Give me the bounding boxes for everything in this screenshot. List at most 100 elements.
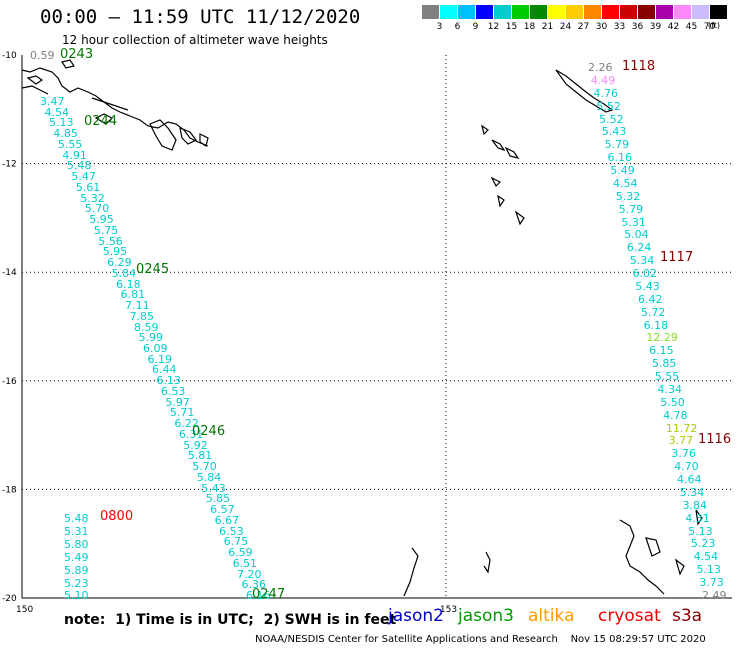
swh-value-right-track: 11.72 (665, 421, 698, 435)
axis-ticks: 150153156159162165-10-12-14-16-18-20 (2, 51, 457, 615)
lon-tick-label: 153 (440, 605, 457, 615)
swh-value-left-track: 6.44 (151, 363, 177, 377)
swh-value-right-track: 5.72 (640, 305, 666, 319)
swh-value-left-track: 3.47 (40, 95, 65, 108)
swh-value-left-track: 6.18 (116, 277, 141, 291)
pass-time-label: 1116 (698, 432, 732, 447)
swh-value-right-track: 5.13 (696, 563, 721, 577)
swh-value-right-track: 4.49 (590, 73, 616, 87)
scale-swatch (692, 5, 709, 19)
legend-s3a: s3a (672, 606, 703, 626)
map-subtitle: 12 hour collection of altimeter wave hei… (62, 33, 328, 47)
swh-value-left-track: 6.19 (147, 352, 172, 366)
scale-label: 70 (703, 22, 716, 32)
scale-swatch (638, 5, 655, 19)
swh-value-right-track: 4.54 (613, 176, 638, 190)
scale-swatch (656, 5, 673, 19)
swh-value-left-track: 6.75 (223, 535, 249, 549)
swh-value-right-track: 5.43 (601, 125, 627, 139)
swh-value-right-track: 5.13 (688, 524, 713, 538)
pass-time-label: 0243 (60, 47, 94, 62)
legend-jason2: jason2 (388, 606, 444, 626)
swh-value-left-track: 5.32 (80, 191, 105, 205)
swh-value-right-track: 6.42 (638, 292, 663, 306)
swh-value-left-track: 6.22 (174, 417, 199, 431)
swh-value-left-track: 4.54 (44, 105, 69, 119)
pass-time-label: 0244 (84, 114, 118, 129)
swh-value-left-small-track: 5.49 (64, 550, 89, 564)
swh-value-left-track: 5.84 (196, 470, 222, 484)
swh-value-left-track: 6.16 (246, 589, 271, 602)
swh-value-left-track: 6.57 (210, 503, 235, 517)
swh-value-right-track: 5.79 (618, 202, 644, 216)
swh-value-right-track: 5.79 (604, 138, 630, 152)
swh-value-right-track: 5.04 (624, 228, 649, 242)
swh-value-right-track: 4.76 (593, 86, 619, 100)
scale-swatch (440, 5, 457, 19)
swh-value-left-track: 6.67 (214, 513, 240, 527)
swh-value-left-small-track: 5.89 (64, 563, 89, 577)
swh-value-left-track: 5.92 (183, 438, 208, 452)
swh-value-left-track: 6.59 (228, 546, 253, 560)
swh-value-left-track: 7.20 (237, 567, 262, 581)
swh-value-left-track: 0.59 (30, 49, 55, 62)
swh-value-right-track: 3.76 (671, 447, 696, 461)
swh-value-right-track: 5.34 (679, 485, 705, 499)
swh-value-right-track: 4.31 (685, 511, 710, 525)
scale-label: 9 (472, 22, 479, 32)
coast-vanuatu-south (619, 509, 703, 595)
swh-value-right-track: 5.49 (610, 164, 635, 178)
swh-value-right-track: 5.43 (635, 279, 660, 293)
swh-value-right-track: 4.70 (674, 460, 699, 474)
swh-value-left-track: 5.99 (138, 331, 164, 345)
swh-value-left-track: 5.47 (71, 170, 96, 184)
scale-swatch (566, 5, 583, 19)
swh-value-left-track: 5.81 (187, 449, 213, 463)
swh-value-left-small-track: 5.48 (64, 512, 89, 525)
swh-value-left-track: 5.56 (98, 234, 123, 248)
coast-islands-west (26, 59, 209, 151)
swh-value-left-track: 5.55 (57, 137, 83, 151)
swh-value-right-track: 6.16 (607, 151, 632, 165)
swh-value-left-track: 6.36 (241, 578, 267, 592)
scale-label: 30 (595, 22, 608, 32)
legend-altika: altika (528, 606, 575, 626)
coast-new-caledonia-north (403, 547, 491, 597)
lat-tick-label: -16 (2, 377, 17, 387)
swh-value-left-track: 8.59 (134, 320, 159, 334)
swh-value-right-track: 5.50 (660, 395, 685, 409)
scale-swatch (602, 5, 619, 19)
swh-value-left-track: 6.29 (107, 256, 132, 270)
coast-solomon-islands (481, 69, 614, 226)
swh-value-left-track: 5.95 (89, 213, 114, 227)
swh-value-right-track: 5.31 (621, 215, 646, 229)
map-frame (21, 55, 732, 599)
swh-value-left-track: 5.43 (201, 481, 226, 495)
lon-tick-label: 150 (16, 605, 33, 615)
scale-unit: (ft) (708, 21, 721, 30)
swh-value-right-track: 12.29 (646, 331, 678, 345)
footnote: note: 1) Time is in UTC; 2) SWH is in fe… (64, 612, 397, 628)
swh-value-right-track: 6.18 (643, 318, 669, 332)
swh-value-left-track: 5.61 (75, 180, 101, 194)
swh-value-left-track: 6.09 (143, 342, 168, 355)
scale-label: 21 (541, 22, 554, 32)
lat-tick-label: -20 (2, 594, 17, 604)
swh-value-right-track: 5.23 (690, 537, 716, 551)
swh-value-left-track: 5.95 (102, 245, 128, 259)
map-title: 00:00 – 11:59 UTC 11/12/2020 (40, 6, 361, 28)
lat-tick-label: -10 (2, 51, 17, 61)
graticule (22, 55, 732, 598)
scale-label: 33 (613, 22, 626, 32)
scale-label: 45 (685, 22, 698, 32)
coastlines (21, 59, 703, 597)
swh-value-left-track: 5.97 (165, 395, 190, 409)
scale-swatch (458, 5, 475, 19)
scale-swatch (530, 5, 547, 19)
scale-swatch (584, 5, 601, 19)
swh-value-left-track: 7.85 (129, 309, 155, 323)
swh-value-left-track: 7.11 (125, 299, 150, 313)
scale-swatch (620, 5, 637, 19)
swh-value-left-small-track: 5.31 (64, 524, 89, 538)
